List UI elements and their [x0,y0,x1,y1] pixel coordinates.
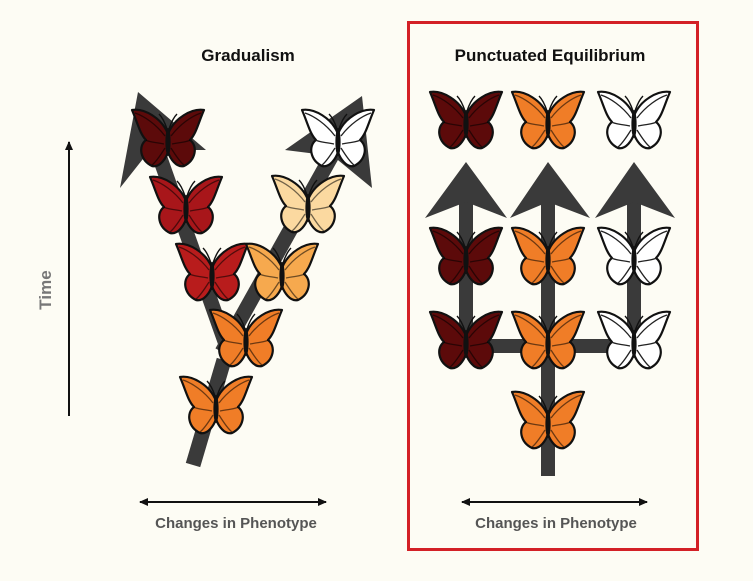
punctuated-butterfly [596,310,672,370]
time-axis-label: Time [36,270,55,310]
punctuated-butterfly [510,390,586,450]
punctuated-equilibrium-frame [407,21,699,551]
punctuated-butterfly [596,226,672,286]
punctuated-butterfly [428,226,504,286]
gradualism-butterfly [208,308,284,368]
gradualism-phenotype-label: Changes in Phenotype [155,515,317,532]
punctuated-butterfly [596,90,672,150]
gradualism-butterfly [148,175,224,235]
gradualism-right-branch [215,128,352,356]
punctuated-phenotype-label: Changes in Phenotype [475,515,637,532]
gradualism-butterfly [174,242,250,302]
gradualism-branches [142,127,352,468]
punctuated-left-arrowhead [425,162,507,218]
punctuated-center-arrowhead [510,162,590,218]
punctuated-title: Punctuated Equilibrium [454,46,646,65]
punctuated-butterfly [510,310,586,370]
punctuated-butterfly [510,90,586,150]
punctuated-butterfly [428,90,504,150]
gradualism-butterfly [270,174,346,234]
gradualism-butterfly [300,108,376,168]
butterfly-layer [130,90,672,450]
gradualism-butterfly [130,108,206,168]
punctuated-arrowheads [425,162,675,218]
gradualism-butterfly [178,375,254,435]
gradualism-butterfly [244,242,320,302]
punctuated-right-arrowhead [595,162,675,218]
punctuated-butterfly [510,226,586,286]
gradualism-title: Gradualism [201,46,295,65]
punctuated-butterfly [428,310,504,370]
